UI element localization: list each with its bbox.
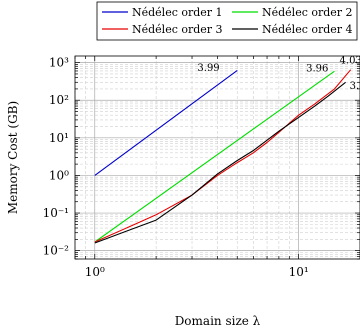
- x-axis-label: Domain size λ: [175, 314, 261, 328]
- slope-annotation: 3.82: [350, 81, 360, 92]
- series-line-3: [94, 69, 352, 243]
- y-tick-label: 10⁻²: [43, 244, 70, 258]
- slope-annotation: 4.03: [340, 55, 360, 66]
- series-line-2: [94, 70, 335, 243]
- legend-box: [96, 1, 358, 41]
- slope-annotation: 3.96: [306, 64, 328, 75]
- y-tick-label: 10²: [49, 93, 69, 107]
- annotations: 3.99 3.96 4.03 3.82: [197, 55, 360, 91]
- legend: Nédélec order 1 Nédélec order 2 Nédélec or…: [96, 1, 358, 41]
- ticks: 10⁰ 10¹ 10⁻² 10⁻¹ 10⁰ 10¹ 10² 10³: [43, 56, 360, 279]
- legend-label-3: Nédélec order 3: [132, 23, 223, 36]
- series-line-4: [94, 81, 346, 244]
- series-layer: [94, 69, 352, 244]
- x-tick-label: 10⁰: [85, 265, 105, 279]
- slope-annotation: 3.99: [197, 63, 219, 74]
- legend-label-2: Nédélec order 2: [262, 6, 353, 19]
- legend-label-1: Nédélec order 1: [132, 6, 223, 19]
- y-tick-label: 10⁰: [49, 168, 69, 182]
- y-axis-label: Memory Cost (GB): [6, 101, 20, 214]
- x-tick-label: 10¹: [289, 265, 309, 279]
- series-line-1: [94, 69, 238, 176]
- y-tick-label: 10¹: [49, 131, 69, 145]
- grid: [74, 56, 360, 260]
- y-tick-label: 10³: [49, 56, 69, 70]
- legend-label-4: Nédélec order 4: [262, 23, 353, 36]
- y-tick-label: 10⁻¹: [43, 206, 69, 220]
